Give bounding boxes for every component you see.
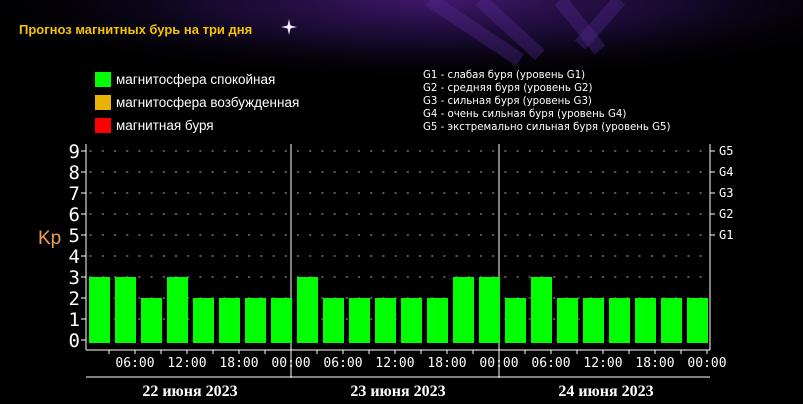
kp-bar (401, 298, 422, 343)
kp-bar (193, 298, 214, 343)
x-tick-label: 00:00 (479, 356, 518, 371)
legend-swatch-excited (95, 95, 111, 110)
x-tick-label: 06:00 (115, 356, 154, 371)
x-tick-label: 06:00 (531, 356, 570, 371)
y-tick-label: 6 (69, 204, 80, 226)
kp-bar (557, 298, 578, 343)
kp-bar (583, 298, 604, 343)
y-tick-label: 5 (69, 225, 80, 247)
legend-label-storm: магнитная буря (116, 118, 214, 133)
kp-bar (271, 298, 292, 343)
y-axis-label: Kp (38, 228, 61, 249)
x-tick-label: 18:00 (219, 356, 258, 371)
y-tick-label: 8 (69, 162, 80, 184)
kp-bar (427, 298, 448, 343)
kp-bar (375, 298, 396, 343)
kp-bar (479, 277, 500, 343)
day-label: 23 июня 2023 (350, 383, 445, 400)
x-tick-label: 00:00 (687, 356, 726, 371)
y-tick-label: 7 (69, 183, 80, 205)
kp-bar (661, 298, 682, 343)
kp-bar (167, 277, 188, 343)
kp-bar (453, 277, 474, 343)
kp-bar (141, 298, 162, 343)
y-tick-label: 0 (69, 330, 80, 352)
legend-label-excited: магнитосфера возбужденная (116, 95, 300, 110)
kp-bar (297, 277, 318, 343)
day-label: 24 июня 2023 (558, 383, 653, 400)
color-legend: магнитосфера спокойная магнитосфера возб… (95, 68, 299, 137)
y-tick-label: 4 (69, 246, 80, 268)
kp-bar (245, 298, 266, 343)
x-tick-label: 06:00 (323, 356, 362, 371)
right-tick-label: G4 (719, 165, 733, 179)
kp-bar (115, 277, 136, 343)
storm-level-g2: G2 - средняя буря (уровень G2) (423, 83, 593, 94)
legend-swatch-quiet (95, 72, 111, 87)
page-title: Прогноз магнитных бурь на три дня (19, 22, 253, 37)
legend-swatch-storm (95, 118, 111, 133)
x-tick-label: 12:00 (375, 356, 414, 371)
storm-levels-list: G1 - слабая буря (уровень G1) G2 - средн… (423, 69, 671, 134)
y-tick-label: 3 (69, 267, 80, 289)
x-tick-label: 18:00 (635, 356, 674, 371)
right-tick-label: G2 (719, 207, 733, 221)
storm-level-g5: G5 - экстремально сильная буря (уровень … (423, 122, 671, 133)
x-tick-label: 12:00 (583, 356, 622, 371)
kp-bar (531, 277, 552, 343)
day-label: 22 июня 2023 (142, 383, 237, 400)
kp-bar (609, 298, 630, 343)
y-tick-label: 1 (69, 309, 80, 331)
right-tick-label: G5 (719, 144, 733, 158)
x-tick-label: 00:00 (271, 356, 310, 371)
kp-bar (687, 298, 708, 343)
kp-bar (505, 298, 526, 343)
y-tick-label: 9 (69, 141, 80, 163)
storm-level-g1: G1 - слабая буря (уровень G1) (423, 70, 586, 81)
right-tick-label: G3 (719, 186, 733, 200)
right-tick-label: G1 (719, 228, 733, 242)
sparkle-icon (281, 19, 297, 35)
x-tick-label: 12:00 (167, 356, 206, 371)
storm-level-g3: G3 - сильная буря (уровень G3) (423, 96, 592, 107)
kp-bar (349, 298, 370, 343)
kp-bar (89, 277, 110, 343)
storm-level-g4: G4 - очень сильная буря (уровень G4) (423, 109, 627, 120)
kp-bar (219, 298, 240, 343)
x-tick-label: 18:00 (427, 356, 466, 371)
kp-bar (635, 298, 656, 343)
legend-label-quiet: магнитосфера спокойная (116, 72, 276, 87)
kp-bar (323, 298, 344, 343)
legend-item-storm: магнитная буря (95, 114, 299, 137)
legend-item-excited: магнитосфера возбужденная (95, 91, 299, 114)
legend-item-quiet: магнитосфера спокойная (95, 68, 299, 91)
y-tick-label: 2 (69, 288, 80, 310)
